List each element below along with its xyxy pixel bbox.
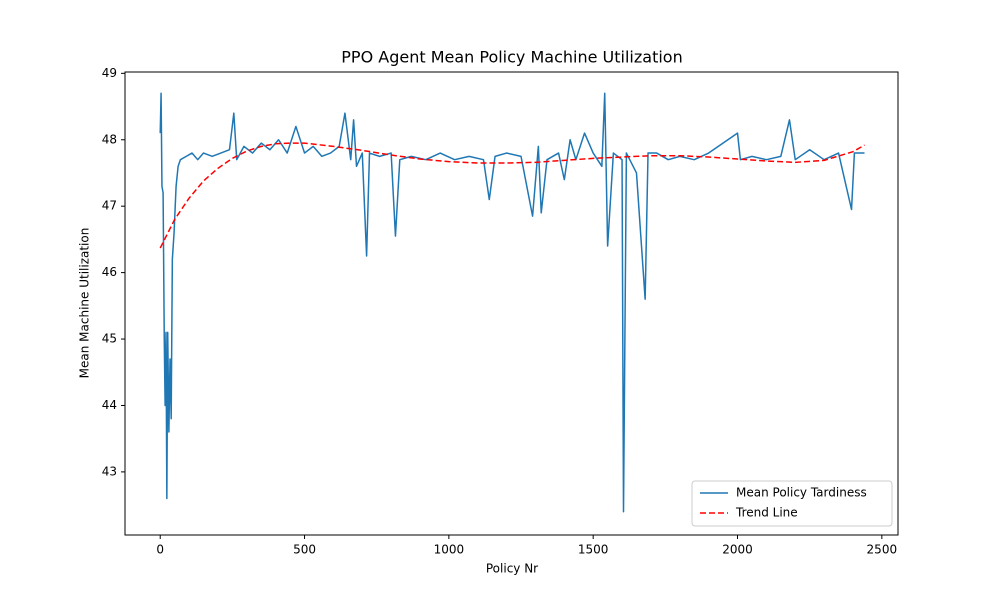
- y-tick-label: 48: [102, 132, 117, 146]
- data-line: [159, 142, 865, 249]
- chart-title: PPO Agent Mean Policy Machine Utilizatio…: [341, 48, 682, 67]
- y-tick-label: 44: [102, 398, 117, 412]
- y-tick-label: 49: [102, 66, 117, 80]
- legend-box: [691, 480, 893, 527]
- y-axis-label: Mean Machine Utilization: [78, 228, 92, 379]
- x-tick-label: 0: [156, 543, 164, 557]
- y-tick-label: 45: [102, 332, 117, 346]
- legend-label: Mean Policy Tardiness: [736, 486, 867, 500]
- x-tick-label: 2000: [722, 543, 753, 557]
- plot-frame: [124, 71, 899, 536]
- x-tick-label: 1500: [578, 543, 609, 557]
- x-tick-label: 1000: [434, 543, 465, 557]
- x-tick-label: 500: [293, 543, 316, 557]
- y-tick-label: 43: [102, 464, 117, 478]
- x-tick-label: 2500: [867, 543, 898, 557]
- x-axis-label: Policy Nr: [486, 562, 538, 576]
- y-tick-label: 47: [102, 199, 117, 213]
- legend-label: Trend Line: [735, 506, 798, 520]
- y-tick-label: 46: [102, 265, 117, 279]
- data-line: [159, 92, 865, 513]
